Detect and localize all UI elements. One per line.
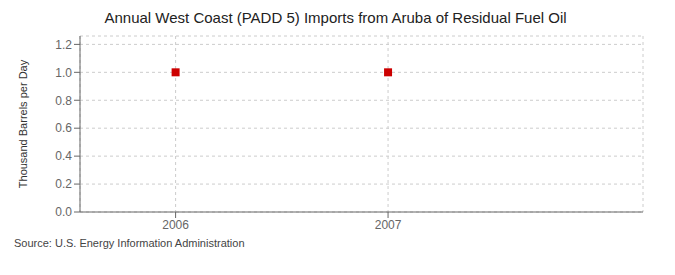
svg-text:0.6: 0.6 (55, 121, 72, 135)
svg-text:0.4: 0.4 (55, 149, 72, 163)
svg-text:2006: 2006 (162, 218, 189, 232)
svg-text:1.2: 1.2 (55, 38, 72, 52)
svg-text:0.2: 0.2 (55, 177, 72, 191)
html-text:Annual West Coast (PADD 5) Imp: Annual West Coast (PADD 5) Imports from … (104, 9, 567, 26)
svg-text:Thousand Barrels per Day: Thousand Barrels per Day (17, 59, 29, 188)
svg-text:0.8: 0.8 (55, 94, 72, 108)
html-text:Source: U.S. Energy Informatio: Source: U.S. Energy Information Administ… (14, 237, 245, 249)
svg-text:1.0: 1.0 (55, 66, 72, 80)
svg-text:0.0: 0.0 (55, 205, 72, 219)
svg-text:2007: 2007 (375, 218, 402, 232)
